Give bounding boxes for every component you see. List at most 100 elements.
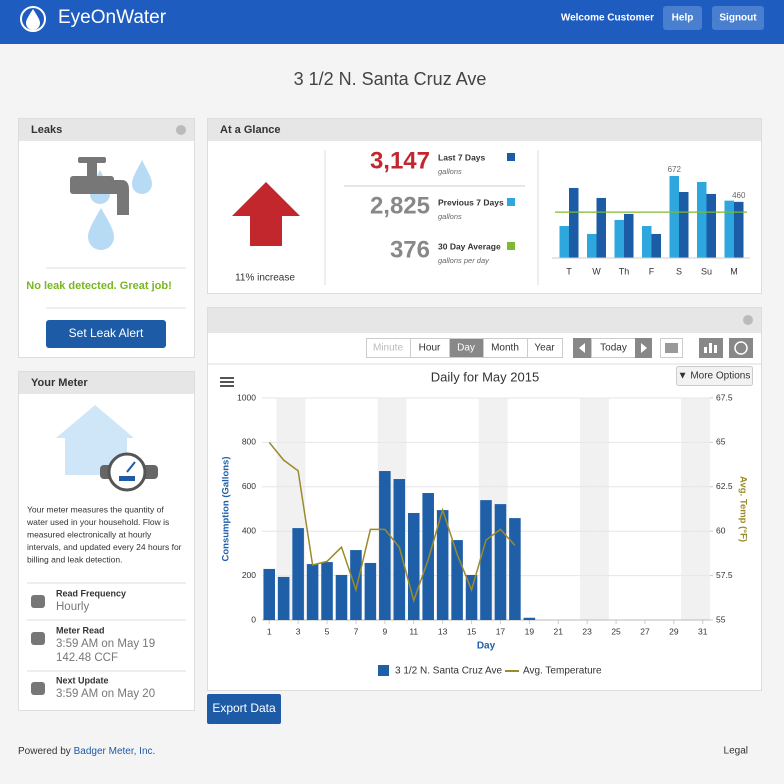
x-tick-label: 3 [296, 626, 301, 636]
weekend-band [695, 398, 710, 620]
help-icon[interactable] [176, 125, 186, 135]
map-view-button[interactable] [729, 338, 753, 358]
stat-label: Last 7 Days [438, 152, 486, 162]
y2-tick-label: 67.5 [716, 392, 733, 402]
meter-header [19, 372, 194, 394]
item-label: Meter Read [56, 625, 105, 635]
y-axis-label: Consumption (Gallons) [221, 456, 232, 561]
leak-alert-button[interactable] [46, 320, 166, 348]
more-options-label[interactable]: ▼ More Options [678, 371, 751, 382]
y-tick-label: 600 [242, 481, 256, 491]
meter-needle [126, 461, 136, 473]
faucet-spout [106, 180, 129, 215]
bar-view-icon[interactable] [704, 343, 717, 353]
faucet-body [70, 176, 114, 194]
bar [335, 574, 348, 620]
bar [596, 197, 606, 258]
bar [494, 504, 507, 620]
legend-label: Avg. Temperature [523, 666, 602, 677]
stat-label: Previous 7 Days [438, 197, 504, 207]
weekend-band [276, 398, 291, 620]
signout-label[interactable]: Signout [719, 13, 757, 24]
help-icon[interactable] [743, 315, 753, 325]
export-label[interactable]: Export Data [212, 701, 276, 715]
y2-axis-label: Avg. Temp (°F) [737, 476, 748, 542]
bar [451, 540, 463, 620]
menu-icon[interactable] [220, 377, 234, 387]
range-label[interactable]: Month [491, 343, 519, 354]
x-axis-label: Day [477, 641, 496, 652]
bar [642, 226, 652, 258]
x-tick-label: 31 [698, 626, 708, 636]
header-bar [0, 0, 784, 44]
bar [306, 564, 319, 620]
weekend-band [579, 398, 595, 620]
company-link[interactable]: Badger Meter, Inc. [74, 746, 156, 757]
chart-title: Daily for May 2015 [431, 369, 539, 384]
x-tick-label: S [676, 266, 682, 276]
bar [509, 518, 521, 620]
range-label[interactable]: Minute [373, 343, 403, 354]
range-button[interactable] [527, 338, 563, 358]
legal-link[interactable]: Legal [724, 746, 748, 757]
x-tick-label: 21 [554, 626, 564, 636]
x-tick-label: 5 [325, 626, 330, 636]
bar [651, 233, 661, 258]
x-tick-label: M [730, 266, 738, 276]
globe-icon[interactable] [734, 341, 748, 355]
item-label: Read Frequency [56, 588, 126, 598]
item-icon [31, 682, 45, 695]
today-label[interactable]: Today [600, 343, 627, 354]
bar [465, 574, 478, 620]
meter-title: Your Meter [31, 377, 88, 389]
leak-alert-label[interactable]: Set Leak Alert [69, 326, 144, 340]
y2-tick-label: 57.5 [716, 570, 733, 580]
logo-ring [20, 6, 46, 32]
x-tick-label: 7 [354, 626, 359, 636]
leaks-title: Leaks [31, 124, 62, 136]
faucet-stem [87, 160, 97, 176]
item-icon [31, 595, 45, 608]
calendar-icon[interactable] [665, 343, 678, 353]
more-options-button[interactable] [676, 366, 753, 386]
meter-info: Your meter measures the quantity of water… [26, 504, 186, 700]
range-label[interactable]: Hour [419, 343, 441, 354]
y2-tick-label: 65 [716, 437, 726, 447]
legend-swatch [378, 665, 389, 676]
powered-by: Powered by Badger Meter, Inc. [18, 746, 155, 757]
stat-value: 376 [390, 236, 430, 263]
x-tick-label: Th [619, 266, 630, 276]
signout-button[interactable] [712, 6, 764, 30]
stat-value: 2,825 [370, 192, 430, 219]
item-value: Hourly [56, 601, 89, 613]
range-label[interactable]: Day [457, 343, 475, 354]
increase-arrow [232, 182, 300, 246]
bar [734, 201, 744, 258]
stat-value: 3,147 [370, 147, 430, 174]
legend-swatch [507, 242, 515, 250]
meter-description: measured electronically at hourly [27, 529, 152, 539]
x-tick-label: F [649, 266, 655, 276]
help-button[interactable] [663, 6, 702, 30]
range-controls: Minute Hour Day Month Year [366, 338, 563, 358]
item-value: 3:59 AM on May 19 [56, 638, 155, 650]
x-tick-label: 29 [669, 626, 679, 636]
legend-label: 3 1/2 N. Santa Cruz Ave [395, 666, 503, 677]
prev-arrow[interactable] [579, 343, 585, 353]
legend-swatch [507, 153, 515, 161]
data-label: 672 [668, 165, 682, 174]
x-tick-label: 11 [409, 626, 418, 636]
logo-drop [26, 9, 40, 30]
help-label[interactable]: Help [672, 13, 694, 24]
next-arrow[interactable] [641, 343, 647, 353]
bar [624, 213, 634, 258]
export-button[interactable] [207, 694, 281, 724]
x-tick-label: 15 [467, 626, 477, 636]
bar [379, 471, 391, 620]
bar [697, 181, 707, 258]
range-label[interactable]: Year [534, 343, 555, 354]
y-tick-label: 800 [242, 437, 256, 447]
weekend-band [594, 398, 609, 620]
x-tick-label: 9 [382, 626, 387, 636]
y2-tick-label: 62.5 [716, 481, 733, 491]
